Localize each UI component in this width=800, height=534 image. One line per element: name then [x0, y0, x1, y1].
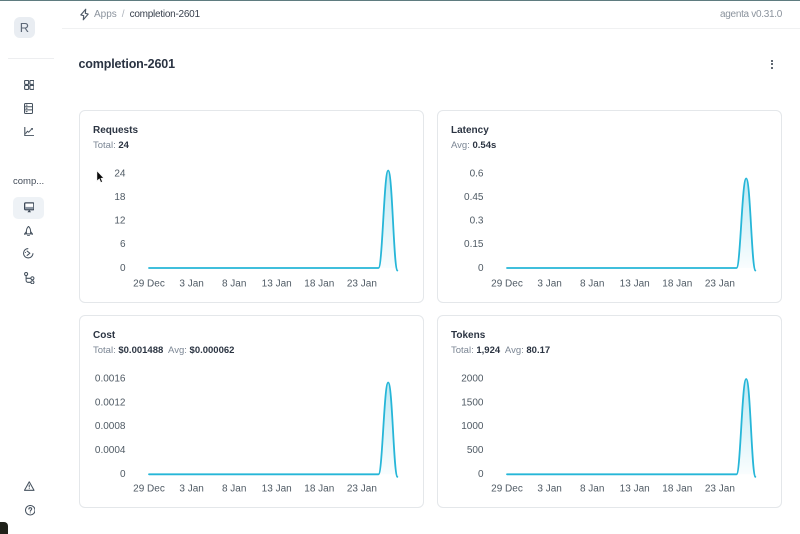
- svg-text:0: 0: [120, 469, 126, 480]
- svg-text:3 Jan: 3 Jan: [537, 483, 561, 494]
- svg-text:0: 0: [478, 263, 484, 274]
- svg-text:8 Jan: 8 Jan: [580, 483, 604, 494]
- svg-text:23 Jan: 23 Jan: [705, 483, 735, 494]
- svg-text:23 Jan: 23 Jan: [705, 278, 735, 289]
- svg-text:2000: 2000: [461, 373, 484, 384]
- svg-text:18: 18: [114, 192, 126, 203]
- svg-text:0.45: 0.45: [464, 192, 484, 203]
- svg-text:6: 6: [120, 239, 126, 250]
- svg-text:8 Jan: 8 Jan: [222, 483, 246, 494]
- svg-text:0: 0: [478, 469, 484, 480]
- svg-text:13 Jan: 13 Jan: [620, 278, 650, 289]
- svg-text:0.0012: 0.0012: [95, 397, 126, 408]
- svg-text:13 Jan: 13 Jan: [262, 483, 292, 494]
- svg-text:18 Jan: 18 Jan: [662, 483, 692, 494]
- svg-text:0.0016: 0.0016: [95, 373, 126, 384]
- svg-text:0: 0: [120, 263, 126, 274]
- svg-text:29 Dec: 29 Dec: [491, 483, 523, 494]
- svg-text:13 Jan: 13 Jan: [262, 278, 292, 289]
- svg-text:0.15: 0.15: [464, 239, 484, 250]
- svg-text:12: 12: [114, 216, 126, 227]
- svg-text:29 Dec: 29 Dec: [133, 278, 165, 289]
- svg-text:8 Jan: 8 Jan: [580, 278, 604, 289]
- svg-text:18 Jan: 18 Jan: [304, 278, 334, 289]
- svg-text:24: 24: [114, 168, 126, 179]
- svg-text:1500: 1500: [461, 397, 484, 408]
- svg-text:3 Jan: 3 Jan: [537, 278, 561, 289]
- svg-text:23 Jan: 23 Jan: [347, 278, 377, 289]
- svg-text:1000: 1000: [461, 421, 484, 432]
- svg-text:0.3: 0.3: [470, 216, 484, 227]
- svg-text:500: 500: [467, 445, 484, 456]
- svg-text:8 Jan: 8 Jan: [222, 278, 246, 289]
- svg-text:0.0008: 0.0008: [95, 421, 126, 432]
- svg-text:18 Jan: 18 Jan: [662, 278, 692, 289]
- svg-text:3 Jan: 3 Jan: [179, 278, 203, 289]
- svg-text:18 Jan: 18 Jan: [304, 483, 334, 494]
- svg-text:29 Dec: 29 Dec: [133, 483, 165, 494]
- svg-text:3 Jan: 3 Jan: [179, 483, 203, 494]
- svg-text:13 Jan: 13 Jan: [620, 483, 650, 494]
- svg-text:23 Jan: 23 Jan: [347, 483, 377, 494]
- svg-text:0.6: 0.6: [470, 168, 484, 179]
- svg-text:29 Dec: 29 Dec: [491, 278, 523, 289]
- svg-text:0.0004: 0.0004: [95, 445, 126, 456]
